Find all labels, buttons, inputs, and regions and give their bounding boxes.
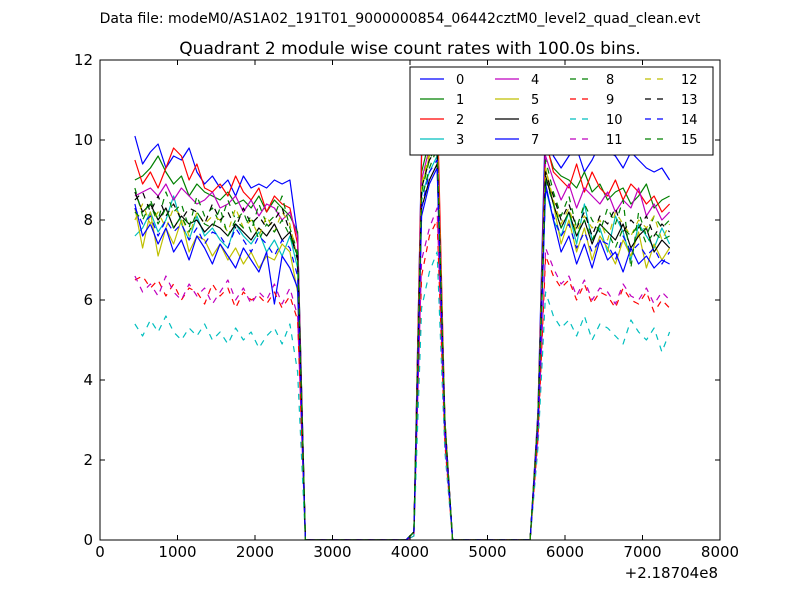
y-tick-label: 2 xyxy=(83,451,93,469)
x-tick-label: 6000 xyxy=(546,543,584,561)
y-tick-label: 12 xyxy=(74,51,93,69)
legend-label-1: 1 xyxy=(456,93,464,108)
series-line-6 xyxy=(134,163,671,540)
y-tick-label: 0 xyxy=(83,531,93,549)
y-tick-label: 8 xyxy=(83,211,93,229)
legend-label-14: 14 xyxy=(681,113,698,128)
legend-frame xyxy=(409,66,714,156)
x-tick-label: 0 xyxy=(95,543,105,561)
legend-label-7: 7 xyxy=(531,133,539,148)
x-tick-label: 4000 xyxy=(391,543,429,561)
series-line-13 xyxy=(134,147,671,540)
x-axis-offset-label: +2.18704e8 xyxy=(625,564,718,582)
y-tick-label: 10 xyxy=(74,131,93,149)
series-line-2 xyxy=(134,95,671,540)
legend-label-4: 4 xyxy=(531,73,539,88)
legend-label-6: 6 xyxy=(531,113,539,128)
series-line-10 xyxy=(134,251,671,540)
x-tick-label: 3000 xyxy=(313,543,351,561)
legend-label-15: 15 xyxy=(681,133,698,148)
y-tick-label: 4 xyxy=(83,371,93,389)
series-line-9 xyxy=(134,219,671,540)
x-tick-label: 1000 xyxy=(158,543,196,561)
series-line-12 xyxy=(134,135,671,540)
legend-label-10: 10 xyxy=(606,113,623,128)
x-tick-label: 7000 xyxy=(623,543,661,561)
series-line-7 xyxy=(134,167,670,540)
figure-suptitle: Data file: modeM0/AS1A02_191T01_90000008… xyxy=(100,11,701,27)
x-tick-label: 2000 xyxy=(236,543,274,561)
x-tick-label: 8000 xyxy=(701,543,739,561)
series-line-0 xyxy=(134,111,671,540)
chart-title: Quadrant 2 module wise count rates with … xyxy=(179,39,640,59)
series-line-4 xyxy=(134,127,671,540)
legend-label-9: 9 xyxy=(606,93,614,108)
legend-label-0: 0 xyxy=(456,73,464,88)
plot-area: 0 1000 2000 3000 4000 5000 6000 7000 80000246810… xyxy=(74,51,739,561)
legend-label-11: 11 xyxy=(606,133,623,148)
legend-label-12: 12 xyxy=(681,73,698,88)
series-group xyxy=(134,95,671,540)
legend-label-8: 8 xyxy=(606,73,614,88)
y-tick-label: 6 xyxy=(83,291,93,309)
series-line-14 xyxy=(134,159,671,540)
legend-label-5: 5 xyxy=(531,93,539,108)
legend-label-2: 2 xyxy=(456,113,464,128)
x-tick-label: 5000 xyxy=(468,543,506,561)
legend-label-13: 13 xyxy=(681,93,698,108)
legend-label-3: 3 xyxy=(456,133,464,148)
